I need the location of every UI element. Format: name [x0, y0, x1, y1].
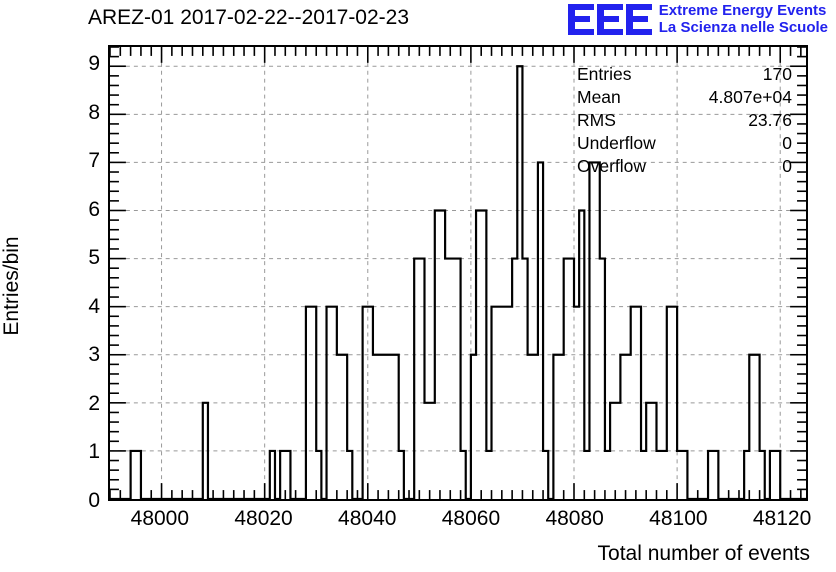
stats-value: 170: [762, 64, 792, 84]
x-tick-label: 48020: [234, 507, 293, 530]
y-tick-label: 7: [88, 149, 100, 173]
x-tick-label: 48120: [752, 507, 812, 530]
stats-value: 0: [782, 133, 792, 153]
y-tick-label: 3: [88, 343, 100, 367]
x-tick-label: 48100: [649, 507, 708, 530]
plot-area: Entries 170 Mean 4.807e+04 RMS 23.76 Underflow…: [108, 45, 808, 501]
x-tick-label: 48040: [338, 507, 397, 530]
x-tick-label: 48000: [130, 507, 190, 530]
stats-row: RMS 23.76: [577, 109, 792, 132]
eee-letter-icon: [625, 3, 652, 35]
eee-letter-icon: [567, 3, 594, 35]
eee-letter-icon: [596, 3, 623, 35]
x-axis-title: Total number of events: [597, 542, 810, 565]
stats-row: Overflow 0: [577, 155, 792, 178]
stats-key: Underflow: [577, 133, 656, 153]
stats-key: Mean: [577, 87, 621, 107]
stats-value: 23.76: [748, 110, 792, 130]
stats-row: Underflow 0: [577, 132, 792, 155]
stats-key: Entries: [577, 64, 632, 84]
stats-key: Overflow: [577, 156, 647, 176]
y-tick-label: 5: [88, 246, 100, 270]
stats-row: Mean 4.807e+04: [577, 86, 792, 109]
y-tick-label: 0: [88, 489, 100, 512]
x-tick-label: 48080: [545, 507, 604, 530]
eee-logo-line1: Extreme Energy Events: [658, 2, 827, 19]
eee-logo-mark: [567, 3, 652, 35]
stats-value: 4.807e+04: [708, 87, 792, 107]
histogram-data-layer: [110, 65, 806, 501]
y-tick-label: 2: [88, 391, 100, 415]
stats-box: Entries 170 Mean 4.807e+04 RMS 23.76 Underflow…: [577, 63, 792, 178]
eee-logo: Extreme Energy Events La Scienza nelle S…: [567, 2, 828, 36]
chart-title: AREZ-01 2017-02-22--2017-02-23: [88, 6, 410, 29]
eee-logo-line2: La Scienza nelle Scuole: [658, 19, 828, 36]
stats-key: RMS: [577, 110, 616, 130]
y-tick-label: 6: [88, 197, 100, 221]
y-tick-label: 1: [88, 440, 100, 464]
y-tick-label: 4: [88, 294, 100, 318]
stats-row: Entries 170: [577, 63, 792, 86]
x-tick-label: 48060: [441, 507, 501, 530]
eee-logo-text: Extreme Energy Events La Scienza nelle S…: [659, 2, 828, 36]
y-tick-label: 9: [88, 52, 100, 76]
y-tick-label: 8: [88, 100, 100, 124]
stats-value: 0: [782, 156, 792, 176]
